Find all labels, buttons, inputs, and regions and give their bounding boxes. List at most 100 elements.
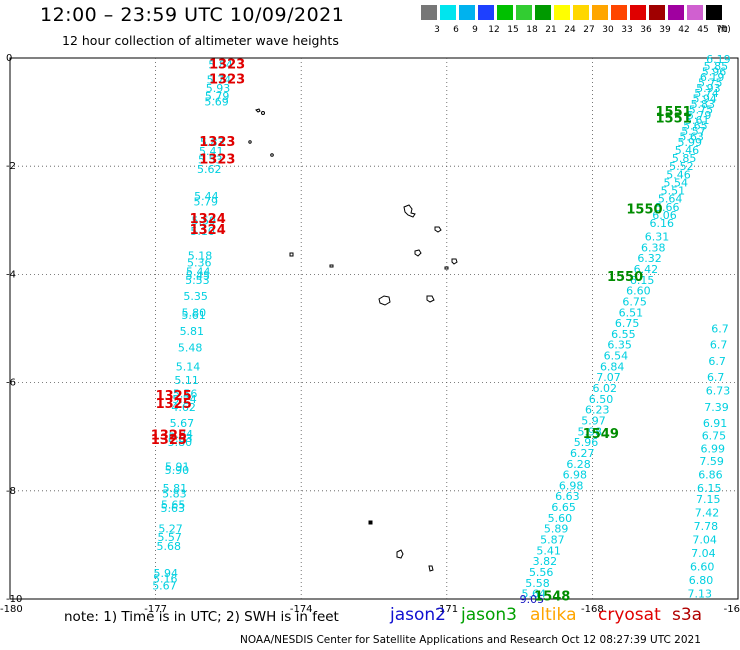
wave-height-label: 6.38 <box>641 241 666 254</box>
wave-height-label: 6.7 <box>710 339 728 352</box>
wave-height-label: 5.46 <box>675 144 700 157</box>
legend-label: 33 <box>621 25 633 35</box>
wave-height-label: 5.99 <box>677 136 702 149</box>
wave-height-label: 7.15 <box>696 493 721 506</box>
wave-height-label: 5.27 <box>158 523 183 536</box>
pass-number-label: 1323 <box>199 153 235 168</box>
wave-height-label: 5.83 <box>168 432 193 445</box>
island-outline <box>368 520 373 525</box>
wave-height-label: 5.62 <box>197 163 222 176</box>
legend-label: 3 <box>434 25 440 35</box>
wave-height-label: 6.28 <box>566 458 591 471</box>
lat-tick-label: 0 <box>6 53 12 64</box>
wave-height-label: 5.94 <box>692 93 717 106</box>
satellite-label-jason2: jason2 <box>390 605 446 625</box>
lon-tick-label: -168 <box>581 604 604 615</box>
wave-height-label: 6.02 <box>592 382 617 395</box>
wave-height-label: 7.39 <box>704 401 729 414</box>
wave-height-label: 5.44 <box>194 190 219 203</box>
island-outlines <box>248 108 458 572</box>
wave-height-label: 5.59 <box>192 214 217 227</box>
pass-number-label: 1323 <box>209 57 245 72</box>
wave-height-label: 5.68 <box>156 540 181 553</box>
wave-height-label: 5.94 <box>154 567 179 580</box>
wave-height-label: 5.84 <box>169 428 194 441</box>
wave-height-label: 5.51 <box>661 185 686 198</box>
island-outline <box>451 258 458 265</box>
wave-height-label: 6.50 <box>589 393 614 406</box>
legend-label: 21 <box>545 25 557 35</box>
wave-height-label: 6.7 <box>707 371 725 384</box>
legend-swatch <box>516 5 532 20</box>
island-outline <box>289 252 294 257</box>
wave-height-label: 5.81 <box>180 325 205 338</box>
lon-tick-label: -177 <box>144 604 167 615</box>
wave-height-label: 7.78 <box>694 520 719 533</box>
wave-height-label: 5.41 <box>199 145 224 158</box>
wave-height-label: 5.91 <box>165 460 190 473</box>
pass-number-label: 1324 <box>190 212 226 227</box>
wave-height-label: 5.83 <box>691 98 716 111</box>
wave-height-label: 5.67 <box>152 579 177 592</box>
legend-swatch <box>687 5 703 20</box>
island-outline <box>255 108 261 113</box>
wave-height-label: 5.84 <box>208 58 233 71</box>
wave-height-label: 6.23 <box>585 404 610 417</box>
wave-height-label: 5.79 <box>205 90 230 103</box>
wave-height-label: 5.93 <box>696 82 721 95</box>
wave-height-label: 6.60 <box>690 561 715 574</box>
wave-height-label: 5.85 <box>704 60 729 73</box>
satellite-label-altika: altika <box>530 605 577 625</box>
wave-height-label: 5.48 <box>178 341 203 354</box>
wave-height-label: 5.75 <box>698 76 723 89</box>
wave-height-label: 6.73 <box>706 385 731 398</box>
island-outline <box>434 226 442 233</box>
legend-swatch <box>668 5 684 20</box>
wave-height-label: 5.65 <box>683 120 708 133</box>
wave-height-label: 6.06 <box>652 209 677 222</box>
wave-height-label: 6.27 <box>570 447 595 460</box>
legend-swatch <box>630 5 646 20</box>
pass-number-label: 1323 <box>209 73 245 88</box>
map-axes: -180 -177 -174 -171 -168 -16 0 -2 -4 -6 -8 -10 <box>0 53 740 615</box>
wave-height-label: 5.56 <box>529 566 554 579</box>
wave-height-label: 6.54 <box>604 350 629 363</box>
island-outline <box>329 264 334 268</box>
pass-number-labels: 1323132313231323132413241325132513251325… <box>151 57 692 604</box>
wave-height-label: 5.80 <box>182 306 207 319</box>
wave-height-label: 5.64 <box>521 588 546 601</box>
lon-tick-label: -171 <box>435 604 458 615</box>
legend-label: 24 <box>564 25 576 35</box>
wave-height-label: 5.80 <box>168 436 193 449</box>
wave-height-label: 5.56 <box>173 387 198 400</box>
island-outline <box>248 140 252 144</box>
wave-height-label: 5.66 <box>655 201 680 214</box>
wave-height-label: 7.07 <box>596 371 621 384</box>
legend-swatch <box>611 5 627 20</box>
island-outline <box>378 295 391 306</box>
wave-height-label: 5.69 <box>204 95 229 108</box>
wave-height-label: 5.83 <box>162 488 187 501</box>
island-outline <box>261 111 265 115</box>
wave-height-label: 5.36 <box>187 256 212 269</box>
wave-height-label: 7.42 <box>695 506 720 519</box>
wave-height-label: 6.98 <box>563 469 588 482</box>
legend-swatch <box>478 5 494 20</box>
wave-height-label: 5.90 <box>165 464 190 477</box>
wave-height-label: 5.75 <box>689 103 714 116</box>
wave-height-label: 7.59 <box>699 455 724 468</box>
pass-number-label: 1325 <box>156 389 192 404</box>
wave-height-label: 5.65 <box>161 498 186 511</box>
satellite-label-cryosat: cryosat <box>598 605 661 625</box>
wave-height-label: 3.82 <box>533 555 558 568</box>
lon-tick-label: -180 <box>0 604 23 615</box>
wave-height-label: 5.74 <box>207 74 232 87</box>
wave-height-label: 5.96 <box>574 436 599 449</box>
wave-height-label: 5.96 <box>702 66 727 79</box>
wave-height-label: 6.32 <box>637 252 662 265</box>
wave-height-label: 6.80 <box>689 574 714 587</box>
lon-tick-label: -174 <box>290 604 313 615</box>
island-outline <box>403 204 416 218</box>
map-subtitle: 12 hour collection of altimeter wave hei… <box>62 33 339 48</box>
wave-height-label: 5.53 <box>198 154 223 167</box>
